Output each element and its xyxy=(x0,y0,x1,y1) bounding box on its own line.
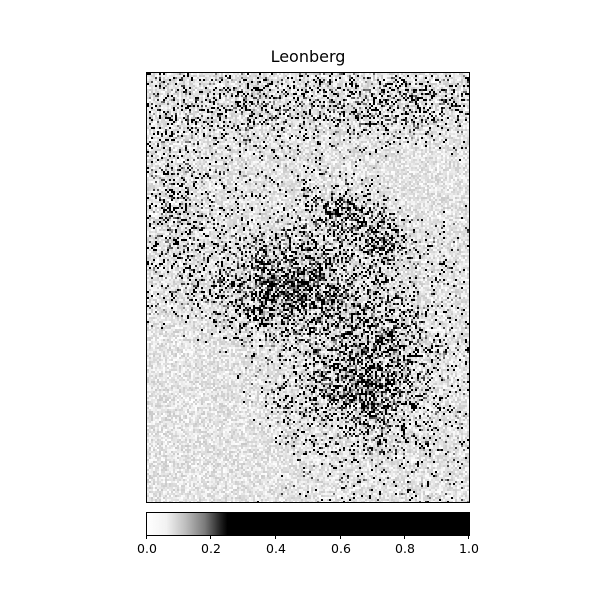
colorbar-tick xyxy=(468,535,469,539)
colorbar-tick xyxy=(210,535,211,539)
colorbar-tick xyxy=(275,535,276,539)
colorbar-tick-label: 0.2 xyxy=(201,541,221,556)
raster-map xyxy=(146,72,470,503)
colorbar-tick-label: 0.6 xyxy=(331,541,351,556)
colorbar-tick xyxy=(404,535,405,539)
colorbar-tick-label: 1.0 xyxy=(459,541,479,556)
map-title: Leonberg xyxy=(270,47,346,66)
colorbar-tick xyxy=(340,535,341,539)
colorbar-tick-label: 0.4 xyxy=(266,541,286,556)
colorbar-tick xyxy=(146,535,147,539)
colorbar xyxy=(146,512,470,536)
colorbar-tick-label: 0.0 xyxy=(137,541,157,556)
raster-image xyxy=(147,73,469,502)
colorbar-tick-label: 0.8 xyxy=(395,541,415,556)
